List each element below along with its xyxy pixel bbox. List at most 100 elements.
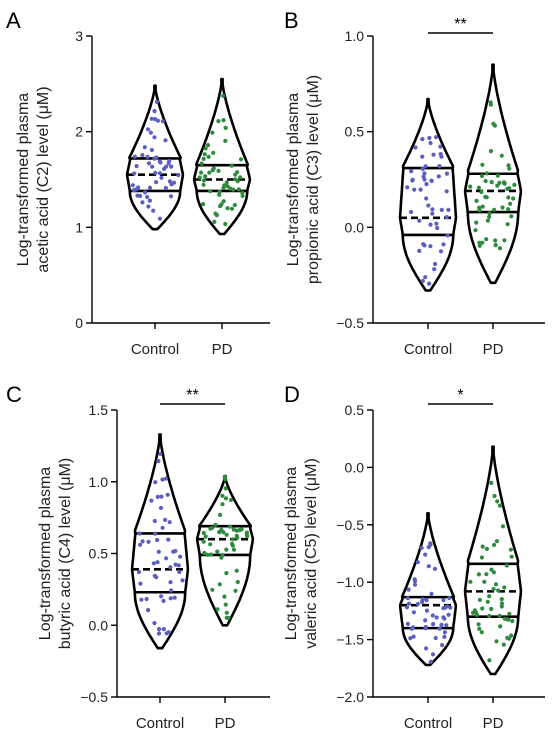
- data-point: [445, 233, 450, 238]
- data-point: [419, 599, 425, 605]
- data-point: [147, 198, 152, 203]
- x-tick-label-pd: PD: [212, 341, 233, 358]
- data-point: [163, 138, 168, 143]
- data-point: [429, 591, 434, 597]
- data-point: [138, 193, 143, 198]
- data-point: [434, 221, 439, 226]
- data-point: [420, 137, 425, 142]
- data-point: [415, 560, 420, 565]
- data-point: [199, 170, 204, 175]
- data-point: [130, 183, 135, 188]
- data-point: [173, 548, 178, 554]
- data-point: [428, 244, 433, 249]
- data-point: [217, 189, 222, 194]
- panel-b: B −0.5 0.0 0.5 1.0 Control PD Log-transformed p…: [284, 8, 545, 358]
- data-point: [149, 498, 154, 503]
- data-point: [494, 539, 499, 544]
- data-point: [156, 549, 161, 555]
- data-point: [510, 619, 515, 624]
- data-point: [172, 595, 177, 600]
- data-point: [507, 166, 512, 171]
- data-point: [484, 171, 489, 176]
- data-point: [428, 659, 433, 664]
- data-point: [146, 608, 151, 613]
- data-point: [499, 153, 504, 158]
- y-axis-title: Log-transformed plasma butyric acid (C4) …: [37, 458, 74, 649]
- y-tick-label: 3: [75, 28, 83, 44]
- data-point: [238, 157, 244, 162]
- data-point: [487, 658, 492, 663]
- data-point: [429, 178, 434, 184]
- data-point: [492, 542, 497, 548]
- data-point: [483, 194, 488, 199]
- data-point: [489, 480, 494, 485]
- data-point: [146, 161, 152, 166]
- data-point: [420, 278, 425, 284]
- violin-pd: [463, 445, 523, 676]
- data-point: [430, 613, 435, 618]
- x-tick-label-control: Control: [136, 715, 184, 732]
- data-point: [132, 171, 137, 176]
- data-point: [409, 209, 414, 215]
- data-point: [139, 597, 144, 602]
- data-point: [485, 599, 490, 604]
- data-point: [223, 486, 228, 491]
- data-point: [422, 171, 427, 176]
- y-axis-title-line: acetic acid (C2) level (μM): [35, 86, 52, 272]
- data-point: [405, 185, 410, 190]
- data-point: [230, 537, 235, 542]
- data-point: [474, 220, 479, 225]
- data-point: [201, 182, 206, 187]
- data-point: [150, 164, 155, 169]
- data-point: [212, 219, 217, 224]
- data-point: [205, 143, 211, 148]
- data-point: [441, 606, 446, 611]
- data-point: [447, 595, 452, 601]
- data-point: [440, 643, 445, 648]
- data-point: [159, 494, 164, 499]
- data-point: [203, 174, 208, 179]
- panel-d: D −2.0 −1.5 −1.0 −0.5 0.0 0.5 Control PD Log-tran…: [283, 382, 545, 732]
- data-point: [491, 570, 496, 575]
- data-point: [438, 144, 443, 149]
- data-point: [431, 622, 436, 627]
- data-point: [168, 596, 173, 601]
- data-point: [442, 630, 447, 635]
- data-point: [511, 196, 516, 201]
- data-point: [509, 554, 514, 559]
- data-point: [473, 228, 478, 233]
- y-tick-label: −1.0: [336, 574, 364, 590]
- data-point: [502, 585, 507, 590]
- data-point: [430, 211, 435, 216]
- y-tick-label: 1.0: [345, 28, 365, 44]
- data-point: [153, 170, 158, 176]
- data-point: [145, 194, 150, 200]
- data-point: [155, 560, 160, 565]
- data-point: [206, 154, 211, 159]
- data-point: [439, 207, 444, 212]
- panel-letter: C: [6, 382, 22, 407]
- data-point: [223, 221, 228, 227]
- data-point: [225, 184, 230, 189]
- data-point: [145, 127, 151, 132]
- y-axis-title-line: valeric acid (C5) level (μM): [303, 458, 320, 649]
- data-point: [211, 150, 216, 155]
- data-point: [167, 158, 172, 163]
- data-point: [497, 503, 503, 508]
- data-point: [224, 532, 229, 537]
- data-point: [217, 192, 222, 197]
- data-point: [468, 579, 473, 584]
- significance-label: **: [186, 387, 198, 404]
- data-point: [140, 539, 145, 544]
- data-point: [484, 237, 489, 242]
- data-point: [424, 196, 429, 201]
- data-point: [420, 166, 425, 171]
- data-point: [431, 152, 436, 157]
- data-point: [487, 613, 492, 619]
- x-tick-label-control: Control: [131, 341, 179, 358]
- data-point: [146, 539, 151, 544]
- y-axis-title: Log-transformed plasma acetic acid (C2) l…: [15, 86, 52, 272]
- data-point: [161, 627, 166, 632]
- data-point: [157, 216, 162, 221]
- y-tick-label: 0.5: [89, 546, 109, 562]
